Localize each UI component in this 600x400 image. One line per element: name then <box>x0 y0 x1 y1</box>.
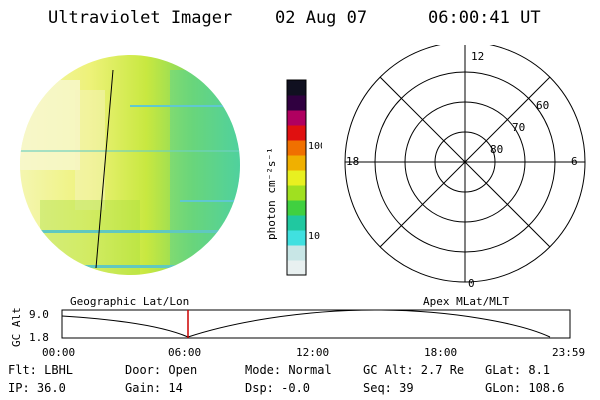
mlat-label-80: 80 <box>490 143 503 156</box>
colorbar-segment <box>287 155 306 171</box>
altitude-timeline: GC Alt 9.0 1.8 00:00 06:00 12:00 18:00 2… <box>10 307 585 359</box>
colorbar-segment <box>287 215 306 231</box>
time-label: 06:00:41 UT <box>428 8 541 28</box>
mlt-label-18: 18 <box>346 155 359 168</box>
ytick-1-8: 1.8 <box>29 331 49 344</box>
info-glon: GLon: 108.6 <box>485 381 565 395</box>
color-bar: 100 10 photon cm⁻²s⁻¹ <box>265 79 322 276</box>
mlt-label-12: 12 <box>471 50 484 63</box>
xtick-2359: 23:59 <box>552 346 585 359</box>
colorbar-segment <box>287 80 306 96</box>
info-gc-alt: GC Alt: 2.7 Re <box>363 363 465 377</box>
colorbar-segment <box>287 185 306 201</box>
colorbar-segment <box>287 125 306 141</box>
mlat-label-70: 70 <box>512 121 525 134</box>
xtick-0000: 00:00 <box>42 346 75 359</box>
colorbar-segment <box>287 230 306 246</box>
ytick-9-0: 9.0 <box>29 308 49 321</box>
mlt-label-6: 6 <box>571 155 578 168</box>
info-flt: Flt: LBHL <box>8 363 74 377</box>
apex-title: Apex MLat/MLT <box>423 295 510 308</box>
polar-mlat-mlt-grid: 12 18 6 0 60 70 80 <box>344 45 586 290</box>
info-seq: Seq: 39 <box>363 381 414 395</box>
colorbar-tick-10: 10 <box>308 231 320 242</box>
colorbar-segment <box>287 140 306 156</box>
colorbar-segment <box>287 245 306 261</box>
instrument-title: Ultraviolet Imager <box>48 8 233 28</box>
info-ip: IP: 36.0 <box>8 381 66 395</box>
colorbar-tick-100: 100 <box>308 141 322 152</box>
info-glat: GLat: 8.1 <box>485 363 551 377</box>
uv-earth-image <box>20 55 240 275</box>
info-dsp: Dsp: -0.0 <box>245 381 311 395</box>
xtick-0600: 06:00 <box>168 346 201 359</box>
timeline-ylabel: GC Alt <box>10 307 23 347</box>
colorbar-segment <box>287 260 306 276</box>
mlt-label-0: 0 <box>468 277 475 290</box>
geographic-title: Geographic Lat/Lon <box>70 295 190 308</box>
colorbar-segment <box>287 95 306 111</box>
colorbar-unit-label: photon cm⁻²s⁻¹ <box>265 147 278 240</box>
colorbar-segment <box>287 170 306 186</box>
info-gain: Gain: 14 <box>125 381 183 395</box>
altitude-curve <box>61 309 551 338</box>
mlat-label-60: 60 <box>536 99 549 112</box>
xtick-1200: 12:00 <box>296 346 329 359</box>
info-mode: Mode: Normal <box>245 363 332 377</box>
colorbar-segment <box>287 110 306 126</box>
colorbar-segment <box>287 200 306 216</box>
info-door: Door: Open <box>125 363 198 377</box>
xtick-1800: 18:00 <box>424 346 457 359</box>
date-label: 02 Aug 07 <box>275 8 368 28</box>
